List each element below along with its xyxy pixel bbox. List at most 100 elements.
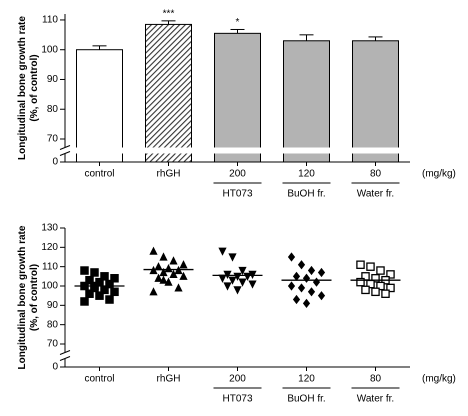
x-tick-label: 120 [298, 374, 315, 385]
point [110, 274, 119, 283]
group-label: Water fr. [357, 189, 394, 200]
point [307, 287, 316, 297]
point [80, 297, 89, 306]
y-tick-label: 70 [47, 134, 59, 145]
point [110, 287, 119, 297]
point [287, 281, 296, 291]
y-tick-label: 80 [47, 319, 59, 330]
point [159, 267, 168, 277]
bar [283, 40, 330, 163]
point [169, 269, 178, 278]
point [228, 253, 237, 262]
y-tick-label: 100 [41, 281, 58, 292]
point [248, 280, 257, 289]
x-tick-label: 80 [370, 374, 382, 385]
point [218, 274, 227, 283]
point [361, 285, 370, 295]
y-tick-label: 70 [47, 339, 59, 350]
y-tick-label: 90 [47, 74, 59, 85]
point [154, 262, 163, 271]
x-tick-label: rhGH [157, 374, 181, 385]
point [95, 291, 104, 300]
point [85, 275, 94, 285]
x-tick-label: control [84, 374, 114, 385]
point [218, 247, 227, 256]
bar [352, 40, 399, 163]
point [366, 262, 375, 271]
point [371, 274, 380, 283]
point [297, 283, 306, 293]
x-tick-label: 120 [298, 169, 315, 180]
point [174, 283, 183, 292]
x-tick-label: rhGH [157, 169, 181, 180]
point [80, 266, 89, 275]
point [179, 271, 188, 280]
point [302, 298, 311, 308]
point [317, 291, 326, 301]
y-tick-label: 110 [42, 261, 58, 272]
point [90, 268, 99, 277]
point [356, 277, 365, 287]
point [149, 287, 158, 296]
point [287, 252, 296, 262]
y-tick-label: 90 [47, 300, 59, 311]
group-label: Water fr. [357, 394, 394, 405]
x-tick-label: control [84, 169, 114, 180]
point [292, 294, 301, 305]
y-tick-label: 110 [42, 15, 58, 26]
point [297, 260, 306, 270]
axis-break-mark [59, 151, 71, 156]
point [302, 273, 311, 283]
y-axis-label-line: Longitudinal bone growth rate [17, 225, 28, 369]
significance: * [236, 17, 240, 28]
point [371, 287, 380, 297]
group-label: BuOH fr. [287, 189, 325, 200]
point [386, 283, 395, 293]
point [238, 278, 247, 287]
unit-label: (mg/kg) [422, 169, 456, 180]
axis-break-mark [59, 356, 71, 361]
point [228, 276, 237, 285]
x-tick-label: 80 [370, 169, 382, 180]
point [179, 260, 188, 269]
axis-break-mark [59, 145, 71, 150]
point [154, 273, 163, 282]
y-axis-label-line: (%, of control) [29, 54, 40, 121]
y-tick-label: 0 [52, 157, 58, 168]
y-tick-label: 120 [41, 242, 58, 253]
y-axis-label: Longitudinal bone growth rate(%, of cont… [17, 16, 40, 160]
point [100, 272, 109, 281]
point [376, 281, 385, 291]
point [233, 286, 242, 295]
point [376, 266, 385, 275]
point [159, 252, 168, 261]
axis-break-mark [59, 350, 71, 355]
y-axis-label: Longitudinal bone growth rate(%, of cont… [17, 225, 40, 369]
axis-break-gap [59, 352, 410, 359]
y-axis-label-line: (%, of control) [29, 264, 40, 331]
axis-break-gap [59, 147, 410, 154]
point [238, 266, 247, 276]
y-axis-label-line: Longitudinal bone growth rate [17, 16, 28, 160]
bar [214, 32, 261, 163]
point [159, 275, 168, 284]
point [149, 246, 158, 255]
point [356, 260, 365, 269]
y-tick-label: 80 [47, 104, 59, 115]
point [105, 295, 114, 304]
group-label: HT073 [222, 189, 252, 200]
bar [145, 23, 192, 163]
point [307, 265, 316, 276]
y-tick-label: 130 [41, 223, 58, 234]
y-tick-label: 100 [41, 44, 58, 55]
group-label: HT073 [222, 394, 252, 405]
point [164, 264, 173, 273]
x-tick-label: 200 [229, 169, 246, 180]
point [169, 256, 178, 265]
point [223, 282, 232, 291]
point [386, 270, 395, 279]
point [312, 277, 321, 287]
significance: *** [163, 8, 175, 19]
y-tick-label: 0 [52, 362, 58, 373]
